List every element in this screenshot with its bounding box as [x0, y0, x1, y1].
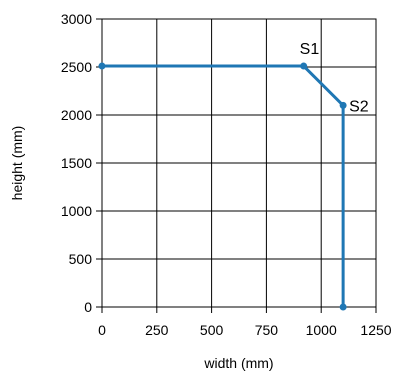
- x-tick-label: 750: [255, 322, 279, 338]
- data-point: [300, 62, 308, 70]
- series-group: [98, 62, 347, 311]
- x-tick-label: 1250: [360, 322, 391, 338]
- annotation-label: S1: [300, 41, 320, 58]
- y-tick-label: 1500: [61, 155, 92, 171]
- x-tick-label: 0: [98, 322, 106, 338]
- annotation-label: S2: [349, 98, 369, 115]
- y-tick-label: 1000: [61, 203, 92, 219]
- y-tick-label: 0: [84, 299, 92, 315]
- data-point: [339, 303, 347, 311]
- x-axis-ticks: 0 250 500 750 1000 1250: [98, 307, 392, 338]
- y-tick-label: 2500: [61, 59, 92, 75]
- x-tick-label: 250: [145, 322, 169, 338]
- grid: [101, 18, 377, 308]
- y-tick-label: 500: [69, 251, 93, 267]
- data-point: [98, 62, 106, 70]
- y-axis-ticks: 0 500 1000 1500 2000 2500 3000: [61, 11, 102, 315]
- data-point: [339, 101, 347, 109]
- x-tick-label: 1000: [306, 322, 337, 338]
- y-axis-label: height (mm): [9, 126, 25, 201]
- x-tick-label: 500: [200, 322, 224, 338]
- y-tick-label: 2000: [61, 107, 92, 123]
- y-tick-label: 3000: [61, 11, 92, 27]
- series-line: [102, 64, 345, 307]
- x-axis-label: width (mm): [203, 355, 273, 371]
- annotations: S1 S2: [300, 41, 369, 115]
